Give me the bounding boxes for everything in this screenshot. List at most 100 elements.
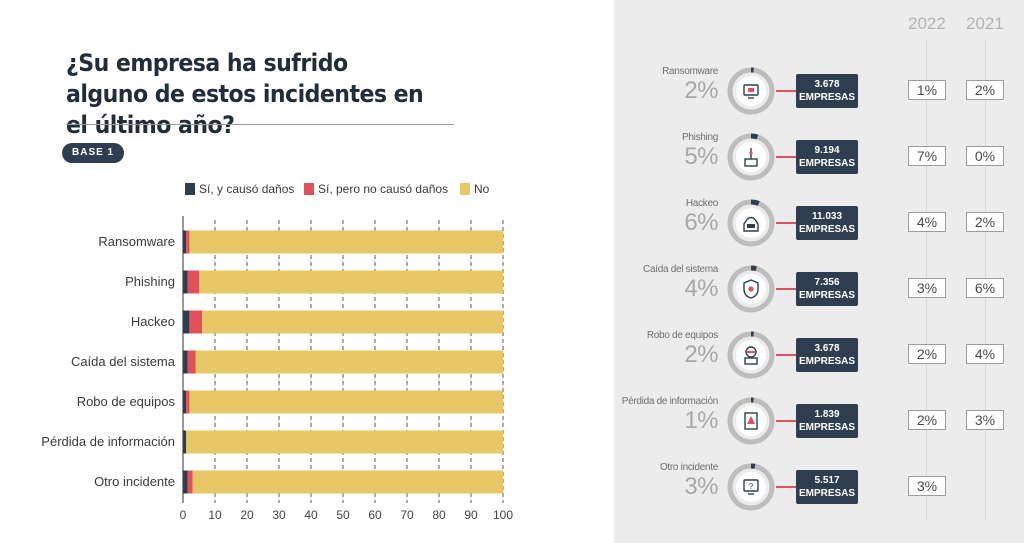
- summary-percent: 1%: [684, 407, 718, 434]
- bar-segment: [195, 350, 504, 374]
- bar-segment: [183, 430, 187, 454]
- connector-line: [776, 420, 796, 422]
- companies-unit: EMPRESAS: [798, 224, 856, 235]
- companies-badge: 7.356 EMPRESAS: [796, 272, 858, 306]
- page-title: ¿Su empresa ha sufrido alguno de estos i…: [66, 49, 424, 139]
- ring-fill: [727, 199, 775, 247]
- value-2021-box: 2%: [966, 80, 1004, 100]
- companies-badge: 1.839 EMPRESAS: [796, 404, 858, 438]
- progress-ring: [727, 331, 775, 379]
- monitor-lock-icon: [743, 84, 759, 99]
- bar-segment: [187, 470, 193, 494]
- companies-badge: 9.194 EMPRESAS: [796, 140, 858, 174]
- companies-count: 1.839: [814, 409, 840, 420]
- legend-swatch: [185, 183, 195, 195]
- summary-percent: 2%: [684, 341, 718, 368]
- x-tick-label: 70: [400, 508, 414, 522]
- legend-label: Sí, y causó daños: [199, 182, 294, 196]
- x-tick-label: 80: [432, 508, 446, 522]
- summary-label: Hackeo: [685, 198, 718, 209]
- bar-segment: [183, 310, 190, 334]
- connector-line: [776, 354, 796, 356]
- summary-row: Hackeo 6% 11.033 EMPRESAS 4% 2%: [614, 196, 1024, 256]
- summary-row: Ransomware 2% 3.678 EMPRESAS 1% 2%: [614, 64, 1024, 124]
- bar-segment: [187, 270, 199, 294]
- x-tick-label: 10: [208, 508, 222, 522]
- progress-ring: [727, 199, 775, 247]
- category-label: Pérdida de información: [41, 434, 175, 449]
- value-2021-box: 0%: [966, 146, 1004, 166]
- x-tick-label: 30: [272, 508, 286, 522]
- value-2021-box: 2%: [966, 212, 1004, 232]
- ring-fill: [727, 397, 775, 445]
- x-tick-label: 100: [493, 508, 513, 522]
- progress-ring: ?: [727, 463, 775, 511]
- companies-count: 11.033: [811, 211, 843, 222]
- ring-center: [736, 340, 766, 370]
- bar-segment: [183, 230, 187, 254]
- summary-label: Phishing: [682, 132, 718, 143]
- x-tick-label: 20: [240, 508, 254, 522]
- svg-text:?: ?: [749, 482, 754, 491]
- summary-label: Otro incidente: [659, 462, 718, 473]
- progress-ring: [727, 265, 775, 313]
- value-2022-box: 3%: [908, 278, 946, 298]
- x-tick-label: 60: [368, 508, 382, 522]
- shield-alert-icon: [743, 279, 759, 299]
- fishing-hook-icon: [744, 148, 758, 167]
- year-header-2021: 2021: [966, 14, 1004, 33]
- base-badge: BASE 1: [62, 143, 125, 163]
- summary-percent: 2%: [684, 77, 718, 104]
- connector-line: [776, 156, 796, 158]
- category-label: Robo de equipos: [77, 394, 176, 409]
- connector-line: [776, 90, 796, 92]
- companies-unit: EMPRESAS: [798, 422, 856, 433]
- value-2022-box: 2%: [908, 344, 946, 364]
- stacked-bar-chart: Sí, y causó daños Sí, pero no causó daños…: [41, 182, 513, 522]
- summary-row: Robo de equipos 2% 3.678 EMPRESAS 2% 4%: [614, 328, 1024, 388]
- companies-badge: 11.033 EMPRESAS: [796, 206, 858, 240]
- category-label: Ransomware: [98, 234, 175, 249]
- ring-fill: [727, 67, 775, 115]
- summary-percent: 4%: [684, 275, 718, 302]
- value-2021-box: 3%: [966, 410, 1004, 430]
- category-label: Phishing: [125, 274, 175, 289]
- ring-fill: [727, 133, 775, 181]
- legend-label: No: [474, 182, 490, 196]
- summary-percent: 5%: [684, 143, 718, 170]
- category-label: Hackeo: [131, 314, 175, 329]
- connector-line: [776, 222, 796, 224]
- summary-label: Robo de equipos: [646, 330, 718, 341]
- bar-segment: [186, 390, 190, 414]
- companies-count: 9.194: [814, 145, 840, 156]
- bar-segment: [186, 430, 503, 454]
- bar-segment: [183, 350, 188, 374]
- companies-badge: 3.678 EMPRESAS: [796, 74, 858, 108]
- summary-percent: 6%: [684, 209, 718, 236]
- value-2021-box: 4%: [966, 344, 1004, 364]
- bar-segment: [199, 270, 503, 294]
- monitor-question-icon: ?: [743, 479, 759, 495]
- bar-segment: [189, 390, 503, 414]
- bar-segment: [186, 230, 190, 254]
- progress-ring: [727, 67, 775, 115]
- summary-row: Phishing 5% 9.194 EMPRESAS 7% 0%: [614, 130, 1024, 190]
- chart-panel: ¿Su empresa ha sufrido alguno de estos i…: [41, 49, 514, 522]
- companies-unit: EMPRESAS: [798, 158, 856, 169]
- summary-label: Pérdida de información: [621, 396, 719, 407]
- value-2022-box: 2%: [908, 410, 946, 430]
- x-tick-label: 0: [180, 508, 187, 522]
- summary-panel: 2022 2021 Ransomware 2% 3.678 EMPRESAS 1…: [614, 0, 1024, 543]
- bar-segment: [192, 470, 503, 494]
- value-2022-box: 3%: [908, 476, 946, 496]
- x-tick-label: 50: [336, 508, 350, 522]
- x-tick-label: 40: [304, 508, 318, 522]
- bar-segment: [183, 390, 187, 414]
- progress-ring: [727, 133, 775, 181]
- bar-segment: [189, 230, 503, 254]
- connector-line: [776, 288, 796, 290]
- bar-segment: [183, 470, 188, 494]
- year-header-2022: 2022: [908, 14, 946, 33]
- companies-unit: EMPRESAS: [798, 356, 856, 367]
- connector-line: [776, 486, 796, 488]
